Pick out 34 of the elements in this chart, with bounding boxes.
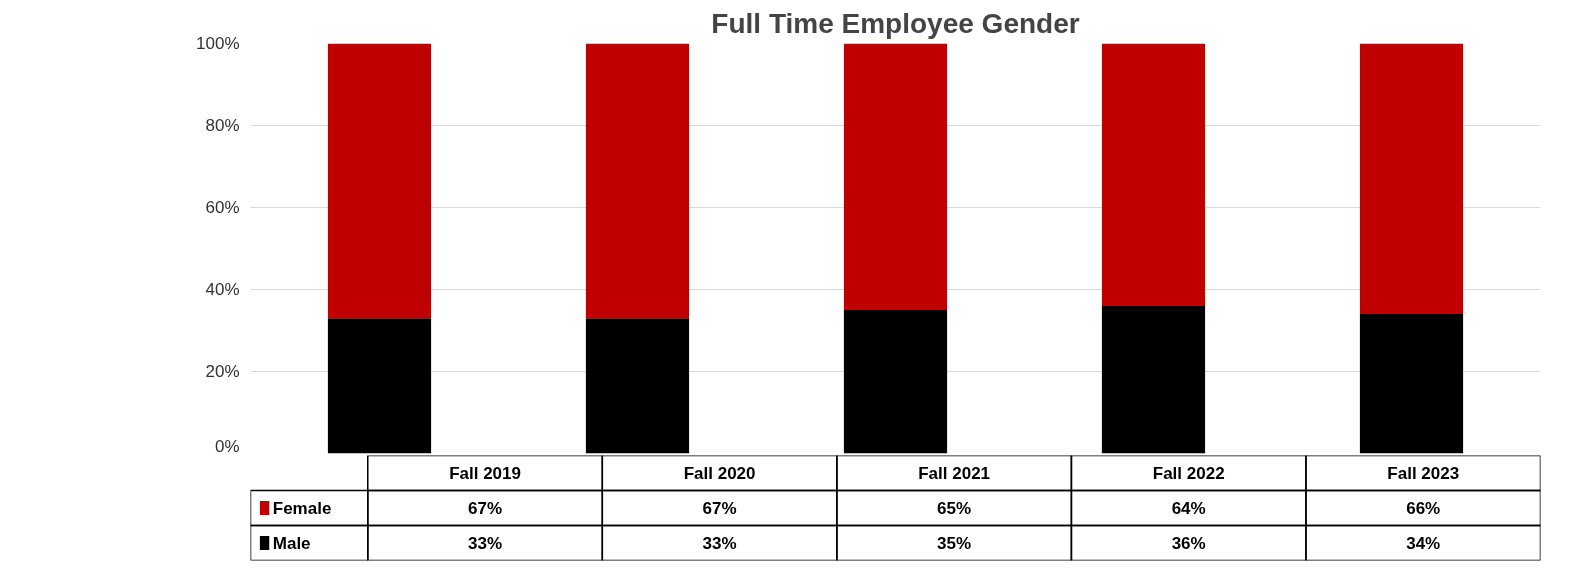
data-label: 67% bbox=[702, 498, 737, 518]
y-tick-label: 100% bbox=[196, 34, 240, 53]
y-tick-label: 0% bbox=[214, 436, 240, 456]
data-label: 64% bbox=[1171, 498, 1206, 518]
legend-label: Female bbox=[272, 498, 332, 518]
bar bbox=[843, 310, 948, 454]
bar bbox=[1359, 314, 1464, 454]
data-label: 65% bbox=[937, 498, 972, 518]
bar bbox=[1359, 43, 1464, 315]
data-label: 33% bbox=[702, 533, 737, 553]
data-label: 66% bbox=[1406, 498, 1441, 518]
data-label: 35% bbox=[937, 533, 972, 553]
legend-label: Male bbox=[272, 533, 311, 553]
bar bbox=[843, 43, 948, 310]
data-label: 34% bbox=[1406, 533, 1441, 553]
bar bbox=[327, 318, 432, 454]
x-tick-label: Fall 2021 bbox=[918, 463, 991, 483]
bar bbox=[1101, 305, 1206, 454]
y-tick-label: 40% bbox=[205, 280, 240, 299]
x-tick-label: Fall 2022 bbox=[1152, 463, 1225, 483]
y-tick-label: 20% bbox=[205, 362, 240, 381]
x-tick-label: Fall 2020 bbox=[683, 463, 756, 483]
bar bbox=[1101, 43, 1206, 306]
bar bbox=[327, 43, 432, 319]
y-tick-label: 60% bbox=[205, 198, 240, 217]
bar bbox=[585, 318, 690, 454]
data-label: 33% bbox=[468, 533, 503, 553]
data-label: 67% bbox=[468, 498, 503, 518]
bar bbox=[585, 43, 690, 319]
x-tick-label: Fall 2023 bbox=[1387, 463, 1460, 483]
y-tick-label: 80% bbox=[205, 116, 240, 135]
data-label: 36% bbox=[1171, 533, 1206, 553]
x-tick-label: Fall 2019 bbox=[449, 463, 521, 483]
chart-title: Full Time Employee Gender bbox=[711, 7, 1080, 39]
